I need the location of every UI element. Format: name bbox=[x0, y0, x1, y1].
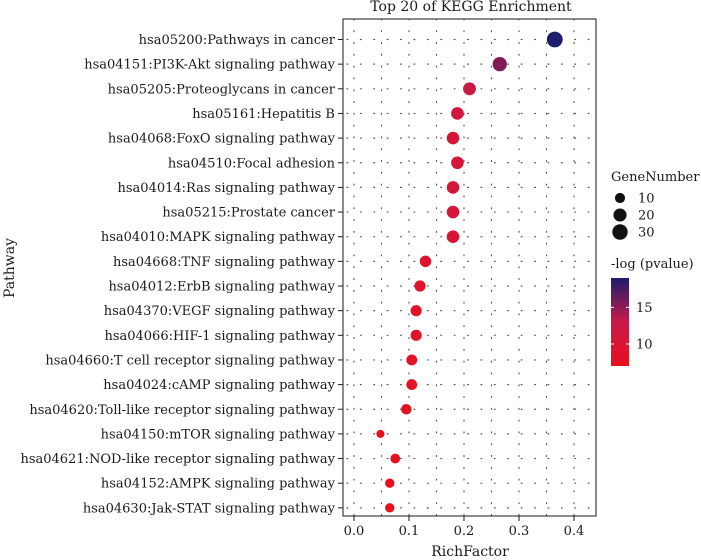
pathway-label: hsa04068:FoxO signaling pathway bbox=[108, 132, 336, 147]
pathway-label: hsa04024:cAMP signaling pathway bbox=[103, 378, 335, 393]
x-axis-title: RichFactor bbox=[431, 544, 509, 560]
data-point bbox=[376, 429, 385, 438]
data-point bbox=[446, 131, 460, 145]
color-bar bbox=[611, 278, 629, 366]
data-point bbox=[390, 453, 401, 464]
pathway-label: hsa05161:Hepatitis B bbox=[192, 107, 335, 122]
data-point bbox=[385, 478, 395, 488]
color-legend-label: 10 bbox=[636, 338, 653, 353]
data-point bbox=[419, 255, 432, 268]
pathway-label: hsa04151:PI3K-Akt signaling pathway bbox=[84, 58, 335, 73]
pathway-label: hsa05200:Pathways in cancer bbox=[139, 33, 336, 48]
size-legend-title: GeneNumber bbox=[611, 170, 700, 185]
data-point bbox=[546, 31, 563, 48]
x-axis-ticks: 0.0 0.1 0.2 0.3 0.4 bbox=[344, 516, 585, 539]
pathway-label: hsa05205:Proteoglycans in cancer bbox=[108, 82, 336, 97]
y-axis-title: Pathway bbox=[2, 238, 18, 298]
pathway-labels: hsa05200:Pathways in cancer hsa04151:PI3K… bbox=[20, 33, 343, 516]
color-legend-label: 15 bbox=[636, 301, 653, 316]
pathway-label: hsa05215:Prostate cancer bbox=[162, 206, 335, 221]
size-legend-label: 20 bbox=[638, 209, 655, 224]
pathway-label: hsa04660:T cell receptor signaling pathw… bbox=[45, 353, 335, 368]
data-point bbox=[385, 503, 395, 513]
data-point bbox=[410, 329, 422, 341]
data-point bbox=[406, 354, 418, 366]
color-legend-title: -log (pvalue) bbox=[611, 257, 694, 272]
data-point bbox=[451, 156, 464, 170]
size-legend-label: 30 bbox=[638, 226, 655, 241]
data-point bbox=[492, 56, 507, 72]
data-point bbox=[410, 305, 422, 317]
size-legend: GeneNumber 10 20 30 bbox=[611, 170, 700, 241]
pathway-label: hsa04630:Jak-STAT signaling pathway bbox=[83, 501, 336, 516]
grid bbox=[346, 18, 597, 517]
pathway-label: hsa04152:AMPK signaling pathway bbox=[101, 477, 336, 492]
size-legend-dot bbox=[614, 192, 626, 204]
size-legend-label: 10 bbox=[638, 192, 655, 207]
data-points bbox=[376, 31, 563, 513]
data-point bbox=[401, 404, 412, 415]
data-point bbox=[414, 280, 426, 292]
data-point bbox=[446, 230, 460, 243]
data-point bbox=[446, 205, 460, 219]
x-tick-label: 0.3 bbox=[509, 524, 530, 539]
size-legend-dot bbox=[613, 208, 627, 222]
data-point bbox=[446, 181, 460, 194]
data-point bbox=[406, 379, 418, 391]
x-tick-label: 0.0 bbox=[344, 524, 365, 539]
pathway-label: hsa04510:Focal adhesion bbox=[168, 156, 336, 171]
x-tick-label: 0.2 bbox=[454, 524, 475, 539]
pathway-label: hsa04620:Toll-like receptor signaling pa… bbox=[29, 403, 335, 418]
chart-title: Top 20 of KEGG Enrichment bbox=[370, 0, 572, 15]
x-tick-label: 0.1 bbox=[399, 524, 420, 539]
pathway-label: hsa04668:TNF signaling pathway bbox=[113, 255, 336, 270]
pathway-label: hsa04012:ErbB signaling pathway bbox=[108, 280, 335, 295]
plot-frame bbox=[342, 18, 597, 517]
data-point bbox=[451, 107, 464, 120]
data-point bbox=[463, 82, 476, 96]
pathway-label: hsa04150:mTOR signaling pathway bbox=[101, 427, 336, 442]
x-tick-label: 0.4 bbox=[564, 524, 585, 539]
pathway-label: hsa04370:VEGF signaling pathway bbox=[104, 304, 336, 319]
size-legend-dot bbox=[612, 224, 628, 240]
pathway-label: hsa04010:MAPK signaling pathway bbox=[101, 230, 336, 245]
pathway-label: hsa04014:Ras signaling pathway bbox=[118, 181, 336, 196]
pathway-label: hsa04621:NOD-like receptor signaling pat… bbox=[20, 452, 335, 467]
pathway-label: hsa04066:HIF-1 signaling pathway bbox=[104, 329, 335, 344]
color-legend: -log (pvalue) 10 15 bbox=[611, 257, 694, 366]
